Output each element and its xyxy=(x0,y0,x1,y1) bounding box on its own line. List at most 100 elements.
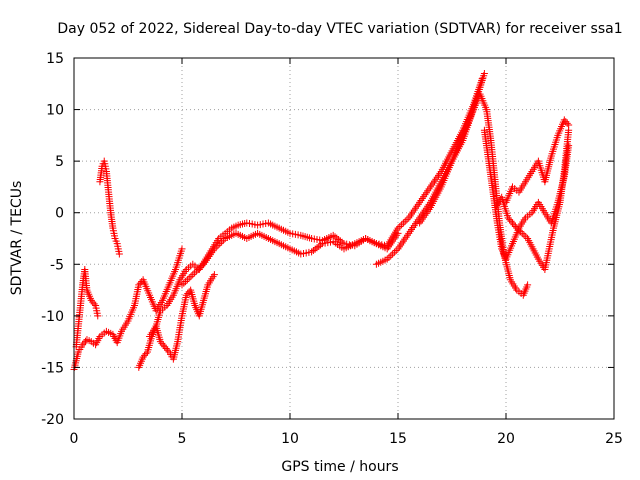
data-point xyxy=(219,236,227,244)
data-point xyxy=(504,214,512,222)
plot-frame xyxy=(73,57,615,420)
data-point xyxy=(522,233,530,241)
data-point xyxy=(398,221,406,229)
data-point xyxy=(385,253,393,261)
data-point xyxy=(191,269,199,277)
data-point xyxy=(142,350,150,358)
data-point xyxy=(159,341,167,349)
data-point xyxy=(506,216,514,224)
data-point xyxy=(141,351,149,359)
data-point xyxy=(383,255,391,263)
data-point xyxy=(162,345,170,353)
y-tick-label: -5 xyxy=(50,257,64,273)
data-point xyxy=(511,222,519,230)
x-tick-label: 10 xyxy=(281,431,299,447)
data-point xyxy=(158,339,166,347)
data-point xyxy=(178,245,186,253)
data-point xyxy=(196,264,204,272)
data-point xyxy=(311,245,319,253)
data-point xyxy=(565,121,573,129)
data-point xyxy=(308,248,316,256)
data-point xyxy=(90,300,98,308)
data-point xyxy=(189,271,197,279)
data-point xyxy=(516,228,524,236)
ticks: 0 5 10 15 20 25 -20 -15 -10 -5 0 5 10 15 xyxy=(41,51,623,447)
data-point xyxy=(136,279,144,287)
series-arc-a xyxy=(70,245,186,373)
data-point xyxy=(185,274,193,282)
data-point xyxy=(192,267,200,275)
data-point xyxy=(210,271,218,279)
data-point xyxy=(396,222,404,230)
series-arc-b xyxy=(72,265,102,351)
data-point xyxy=(216,240,224,248)
data-point xyxy=(515,226,523,234)
y-tick-label: 5 xyxy=(55,154,64,170)
data-point xyxy=(182,291,190,299)
data-point xyxy=(563,119,571,127)
data-point xyxy=(313,244,321,252)
data-point xyxy=(94,312,102,320)
grid xyxy=(74,58,614,419)
data-point xyxy=(524,281,532,289)
data-point xyxy=(508,219,516,227)
x-tick-label: 25 xyxy=(605,431,623,447)
data-point xyxy=(513,224,521,232)
data-point xyxy=(390,248,398,256)
y-tick-label: 15 xyxy=(46,51,64,67)
data-point xyxy=(387,252,395,260)
data-point xyxy=(182,277,190,285)
data-point xyxy=(183,276,191,284)
series-arc-c xyxy=(96,157,123,258)
data-point xyxy=(198,262,206,270)
data-point xyxy=(510,221,518,229)
data-point xyxy=(309,247,317,255)
data-point xyxy=(210,245,218,253)
x-axis-title: GPS time / hours xyxy=(281,459,398,475)
y-tick-label: 10 xyxy=(46,103,64,119)
x-tick-label: 5 xyxy=(178,431,187,447)
data-point xyxy=(399,219,407,227)
y-tick-label: 0 xyxy=(55,206,64,222)
data-point xyxy=(401,217,409,225)
data-point xyxy=(87,296,95,304)
data-point xyxy=(187,272,195,280)
data-point xyxy=(333,234,341,242)
series-arc-j xyxy=(491,126,573,273)
y-tick-label: -20 xyxy=(41,412,64,428)
series-arc-k xyxy=(502,116,573,206)
data-point xyxy=(80,339,88,347)
x-tick-label: 20 xyxy=(497,431,515,447)
data-point xyxy=(164,346,172,354)
data-point xyxy=(317,241,325,249)
chart-title: Day 052 of 2022, Sidereal Day-to-day VTE… xyxy=(57,21,622,37)
data-point xyxy=(329,231,337,239)
data-point xyxy=(89,298,97,306)
data-point xyxy=(403,216,411,224)
data-point xyxy=(520,231,528,239)
data-point xyxy=(115,250,123,258)
data-point xyxy=(161,343,169,351)
data-point xyxy=(184,290,192,298)
data-point xyxy=(394,224,402,232)
data-point xyxy=(156,338,164,346)
y-tick-label: -15 xyxy=(41,360,64,376)
data-point xyxy=(480,69,488,77)
y-tick-label: -10 xyxy=(41,309,64,325)
x-tick-label: 15 xyxy=(389,431,407,447)
data-point xyxy=(79,341,87,349)
data-point xyxy=(212,243,220,251)
data-point xyxy=(335,236,343,244)
data-point xyxy=(218,238,226,246)
data-point xyxy=(392,247,400,255)
y-axis-title: SDTVAR / TECUs xyxy=(9,181,25,296)
data-point xyxy=(315,242,323,250)
data-point xyxy=(562,118,570,126)
x-tick-label: 0 xyxy=(70,431,79,447)
data-point xyxy=(178,281,186,289)
data-point xyxy=(139,353,147,361)
data-point xyxy=(507,217,515,225)
series-layer xyxy=(70,69,573,373)
data-point xyxy=(194,265,202,273)
